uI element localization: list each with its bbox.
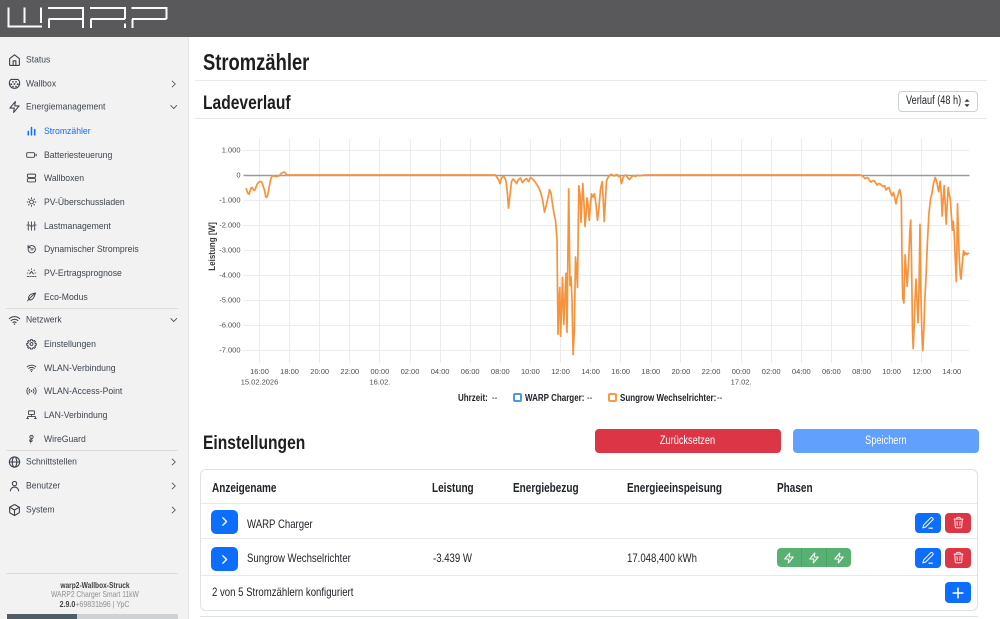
svg-text:14:00: 14:00 (942, 367, 961, 376)
svg-text:22:00: 22:00 (702, 367, 721, 376)
svg-text:10:00: 10:00 (882, 367, 901, 376)
svg-text:-5.000: -5.000 (219, 296, 240, 305)
svg-text:-7.000: -7.000 (219, 346, 240, 355)
svg-text:1.000: 1.000 (222, 146, 241, 155)
svg-text:16:00: 16:00 (250, 367, 269, 376)
svg-text:20:00: 20:00 (310, 367, 329, 376)
svg-text:20:00: 20:00 (672, 367, 691, 376)
svg-text:14:00: 14:00 (581, 367, 600, 376)
svg-text:08:00: 08:00 (491, 367, 510, 376)
svg-text:12:00: 12:00 (912, 367, 931, 376)
svg-text:Leistung [W]: Leistung [W] (207, 222, 217, 271)
svg-text:12:00: 12:00 (551, 367, 570, 376)
svg-text:22:00: 22:00 (340, 367, 359, 376)
svg-text:02:00: 02:00 (762, 367, 781, 376)
svg-text:06:00: 06:00 (822, 367, 841, 376)
svg-text:15.02.2026: 15.02.2026 (241, 378, 279, 387)
svg-text:-1.000: -1.000 (219, 196, 240, 205)
svg-text:00:00: 00:00 (371, 367, 390, 376)
svg-text:04:00: 04:00 (792, 367, 811, 376)
svg-text:16.02.: 16.02. (369, 378, 390, 387)
svg-text:08:00: 08:00 (852, 367, 871, 376)
svg-text:00:00: 00:00 (732, 367, 751, 376)
svg-text:-2.000: -2.000 (219, 221, 240, 230)
svg-text:-4.000: -4.000 (219, 271, 240, 280)
svg-text:16:00: 16:00 (611, 367, 630, 376)
svg-text:06:00: 06:00 (461, 367, 480, 376)
svg-text:10:00: 10:00 (521, 367, 540, 376)
svg-text:04:00: 04:00 (431, 367, 450, 376)
svg-text:-6.000: -6.000 (219, 321, 240, 330)
svg-text:0: 0 (236, 171, 240, 180)
svg-text:-3.000: -3.000 (219, 246, 240, 255)
svg-text:18:00: 18:00 (280, 367, 299, 376)
svg-text:02:00: 02:00 (401, 367, 420, 376)
svg-text:17.02.: 17.02. (731, 378, 752, 387)
svg-text:18:00: 18:00 (641, 367, 660, 376)
